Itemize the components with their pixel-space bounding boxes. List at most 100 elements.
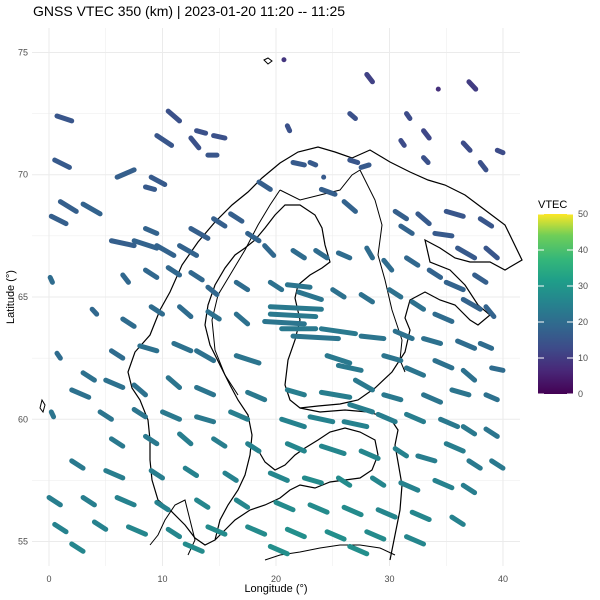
vtec-track: [483, 426, 500, 439]
y-axis-label: Latitude (°): [5, 270, 17, 324]
vtec-track: [358, 162, 372, 170]
vtec-track: [233, 497, 251, 510]
vtec-track: [392, 328, 415, 342]
vtec-track: [245, 441, 262, 454]
vtec-track: [466, 79, 479, 92]
vtec-track: [188, 270, 205, 283]
vtec-track: [335, 250, 353, 261]
vtec-track: [398, 223, 415, 236]
vtec-track: [103, 377, 126, 390]
vtec-track: [404, 534, 427, 547]
vtec-track: [335, 362, 364, 373]
y-tick-label: 65: [18, 292, 28, 302]
vtec-track: [347, 402, 375, 415]
x-tick-label: 40: [498, 574, 508, 584]
vtec-track: [194, 348, 217, 364]
legend-tick-label: 50: [578, 209, 588, 219]
vtec-track: [205, 284, 220, 298]
vtec-track: [284, 441, 307, 454]
vtec-track: [483, 392, 500, 403]
vtec-track: [432, 477, 455, 491]
vtec-track: [301, 475, 324, 486]
y-tick-label: 70: [18, 170, 28, 180]
vtec-track: [279, 416, 307, 430]
vtec-track: [290, 160, 307, 168]
vtec-track: [443, 441, 466, 454]
vtec-track: [369, 475, 387, 488]
vtec-track: [165, 375, 183, 390]
vtec-track: [80, 370, 97, 383]
vtec-track: [52, 521, 69, 535]
axes: 0 10 20 30 40 55 60 65 70 75 Longitude (°) Latitude…: [5, 47, 508, 595]
vtec-track: [449, 387, 472, 398]
legend: VTEC 0 10 20 30 40 50: [538, 199, 588, 399]
vtec-track: [194, 384, 217, 398]
vtec-track: [472, 272, 489, 285]
vtec-track: [108, 436, 126, 449]
vtec-track: [460, 482, 478, 496]
vtec-track: [267, 543, 290, 557]
vtec-track: [120, 272, 131, 285]
vtec-track: [245, 230, 262, 244]
vtec-track: [477, 340, 495, 351]
vtec-track: [188, 135, 202, 151]
vtec-track: [245, 389, 268, 403]
vtec-track: [233, 353, 262, 366]
vtec-track: [205, 524, 228, 537]
legend-tick-label: 40: [578, 245, 588, 255]
vtec-track: [375, 507, 398, 520]
vtec-track: [154, 133, 175, 148]
vtec-track: [409, 509, 432, 523]
vtec-track: [165, 526, 183, 540]
vtec-track: [421, 392, 444, 405]
vtec-track: [267, 311, 319, 320]
vtec-track: [432, 311, 455, 324]
vtec-track: [421, 128, 432, 141]
vtec-track: [48, 409, 57, 420]
vtec-track: [177, 243, 200, 258]
vtec-track: [256, 179, 273, 192]
vtec-track: [125, 524, 148, 537]
vtec-track: [421, 155, 431, 165]
vtec-track: [432, 358, 455, 371]
vtec-track: [352, 377, 375, 393]
plot-title: GNSS VTEC 350 (km) | 2023-01-20 11:20 --…: [33, 3, 346, 19]
vtec-track: [284, 387, 307, 398]
vtec-track: [284, 282, 313, 290]
vtec-track: [48, 213, 69, 227]
vtec-track: [69, 387, 92, 400]
vtec-track: [307, 502, 330, 515]
vtec-track: [426, 267, 444, 280]
x-tick-label: 20: [271, 574, 281, 584]
vtec-track: [120, 316, 137, 329]
vtec-track: [415, 453, 438, 464]
vtec-track: [47, 274, 55, 285]
x-tick-label: 30: [384, 574, 394, 584]
vtec-track: [154, 499, 171, 513]
vtec-track: [69, 541, 86, 554]
vtec-track: [194, 128, 209, 136]
vtec-track: [182, 465, 200, 479]
vtec-track: [182, 541, 205, 554]
vtec-track: [171, 340, 194, 354]
vtec-track: [460, 367, 478, 383]
vtec-track: [364, 71, 375, 85]
vtec-track: [381, 257, 395, 273]
vtec-track: [137, 343, 160, 354]
vtec-track: [318, 389, 353, 400]
vtec-track: [267, 279, 285, 293]
coastlines: [39, 57, 523, 561]
vtec-track: [392, 446, 410, 459]
vtec-track: [438, 416, 461, 430]
vtec-track: [108, 238, 137, 249]
colorbar: [538, 214, 573, 394]
x-axis-label: Longitude (°): [244, 583, 307, 595]
vtec-track: [404, 411, 427, 425]
vtec-track: [228, 409, 251, 422]
vtec-track: [142, 267, 160, 280]
vtec-track: [228, 211, 245, 224]
vtec-track: [404, 365, 427, 378]
vtec-track: [148, 304, 166, 317]
island-bear: [263, 57, 273, 65]
